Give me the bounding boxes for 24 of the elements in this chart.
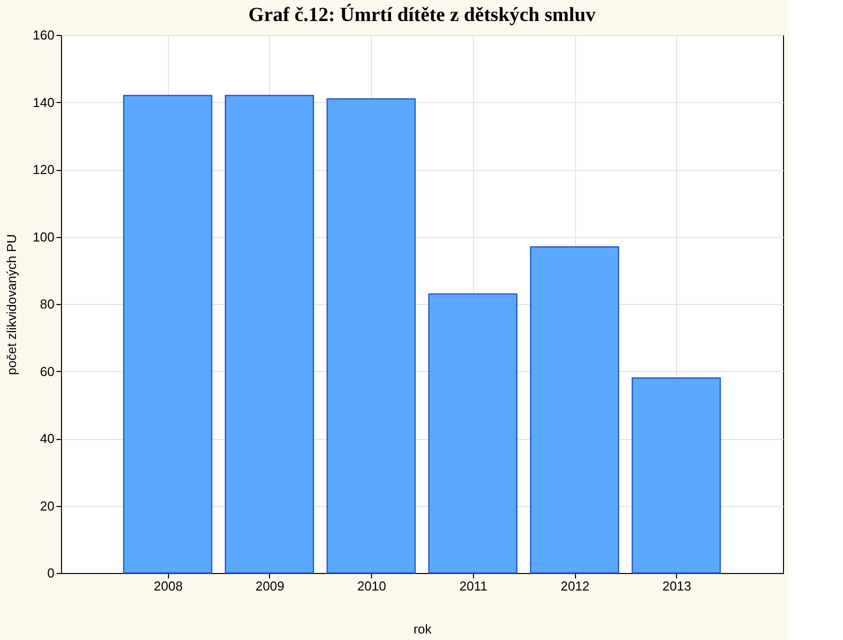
y-tick-label: 100 bbox=[32, 229, 54, 244]
bar bbox=[632, 377, 721, 574]
x-tick-label: 2008 bbox=[154, 578, 183, 594]
y-tick-label: 60 bbox=[40, 364, 54, 379]
chart-title: Graf č.12: Úmrtí dítěte z dětských smluv bbox=[248, 3, 596, 26]
x-tick-label: 2011 bbox=[459, 578, 488, 594]
bar bbox=[326, 98, 416, 574]
y-axis-title: počet zlikvidovaných PU bbox=[4, 234, 19, 375]
x-tick-label: 2009 bbox=[255, 578, 284, 594]
x-tick-label: 2012 bbox=[560, 578, 590, 594]
bar bbox=[428, 293, 518, 574]
bar bbox=[123, 94, 212, 574]
x-tick-label: 2013 bbox=[662, 578, 692, 594]
y-tick-label: 80 bbox=[40, 296, 54, 312]
y-tick-label: 0 bbox=[47, 566, 54, 580]
y-tick-label: 40 bbox=[40, 431, 54, 446]
y-tick-label: 160 bbox=[32, 28, 54, 42]
y-tick-label: 20 bbox=[40, 498, 54, 514]
bar bbox=[530, 246, 620, 574]
y-tick-label: 120 bbox=[32, 162, 54, 177]
bar bbox=[224, 94, 314, 574]
x-tick-label: 2010 bbox=[357, 578, 386, 594]
x-axis-title: rok bbox=[413, 622, 432, 636]
y-tick-label: 140 bbox=[32, 94, 54, 110]
